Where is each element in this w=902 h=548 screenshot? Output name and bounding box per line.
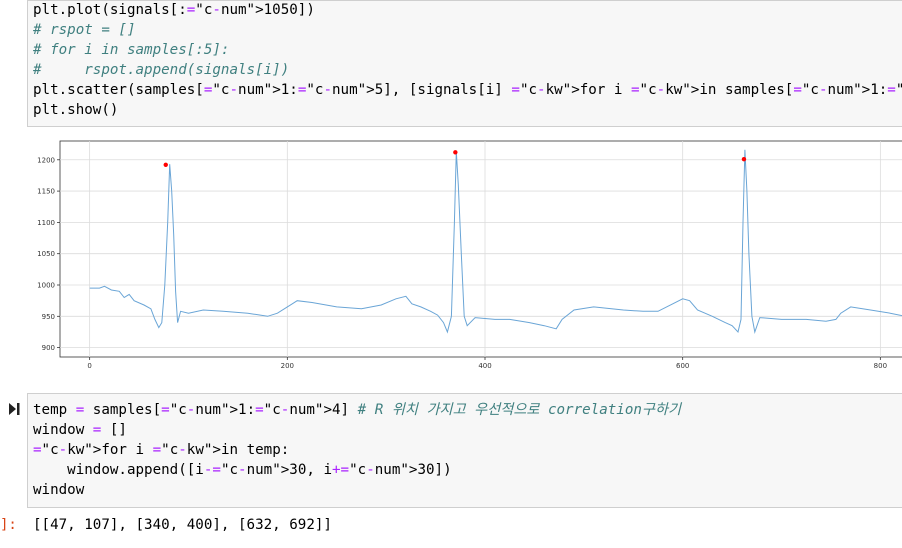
code-line: # rspot.append(signals[i]) (33, 62, 290, 78)
x-tick-label: 0 (87, 362, 91, 370)
run-cell-icon[interactable] (7, 399, 23, 419)
code-editor[interactable]: plt.plot(signals[:="c-num">1050]) # rspo… (28, 0, 902, 120)
y-tick-label: 950 (42, 313, 55, 321)
code-line: # for i in samples[:5]: (33, 42, 230, 58)
y-axis-ticks: 900 950 1000 1050 1100 1150 1200 (37, 156, 60, 352)
r-peak-point (163, 162, 168, 167)
code-cell-window[interactable]: temp = samples[="c-num">1:="c-num">4] # … (27, 393, 902, 508)
code-line: window.append([i-="c-num">30, i+="c-num"… (33, 462, 452, 478)
code-line: window = [] (33, 422, 127, 438)
y-tick-label: 900 (42, 344, 55, 352)
ecg-chart: 900 950 1000 1050 1100 1150 1200 0 200 400 600 800 (37, 140, 902, 370)
y-tick-label: 1000 (37, 282, 55, 290)
y-tick-label: 1050 (37, 250, 55, 258)
r-peak-point (741, 156, 747, 162)
code-line: plt.show() (33, 102, 119, 118)
code-line: plt.plot(signals[:="c-num">1050]) (33, 2, 315, 18)
x-tick-label: 400 (478, 362, 491, 370)
output-prompt: ]: (0, 517, 17, 533)
x-axis-ticks: 0 200 400 600 800 (87, 357, 887, 370)
x-tick-label: 200 (281, 362, 294, 370)
r-peak-markers (163, 150, 747, 167)
x-tick-label: 800 (874, 362, 887, 370)
y-tick-label: 1200 (37, 156, 55, 164)
plot-area (59, 140, 902, 358)
y-tick-label: 1100 (37, 219, 55, 227)
code-line: window (33, 482, 85, 498)
x-tick-label: 600 (676, 362, 689, 370)
code-line: temp = samples[="c-num">1:="c-num">4] # … (33, 402, 682, 418)
signal-line (89, 149, 902, 334)
code-line: plt.scatter(samples[="c-num">1:="c-num">… (33, 82, 902, 98)
code-line: ="c-kw">for i ="c-kw">in temp: (33, 442, 290, 458)
code-line: # rspot = [] (33, 22, 136, 38)
output-text: [[47, 107], [340, 400], [632, 692]] (33, 517, 332, 533)
grid (60, 141, 902, 357)
r-peak-point (453, 150, 458, 155)
code-cell-plot[interactable]: plt.plot(signals[:="c-num">1050]) # rspo… (27, 0, 902, 127)
code-editor[interactable]: temp = samples[="c-num">1:="c-num">4] # … (28, 400, 902, 500)
y-tick-label: 1150 (37, 188, 55, 196)
